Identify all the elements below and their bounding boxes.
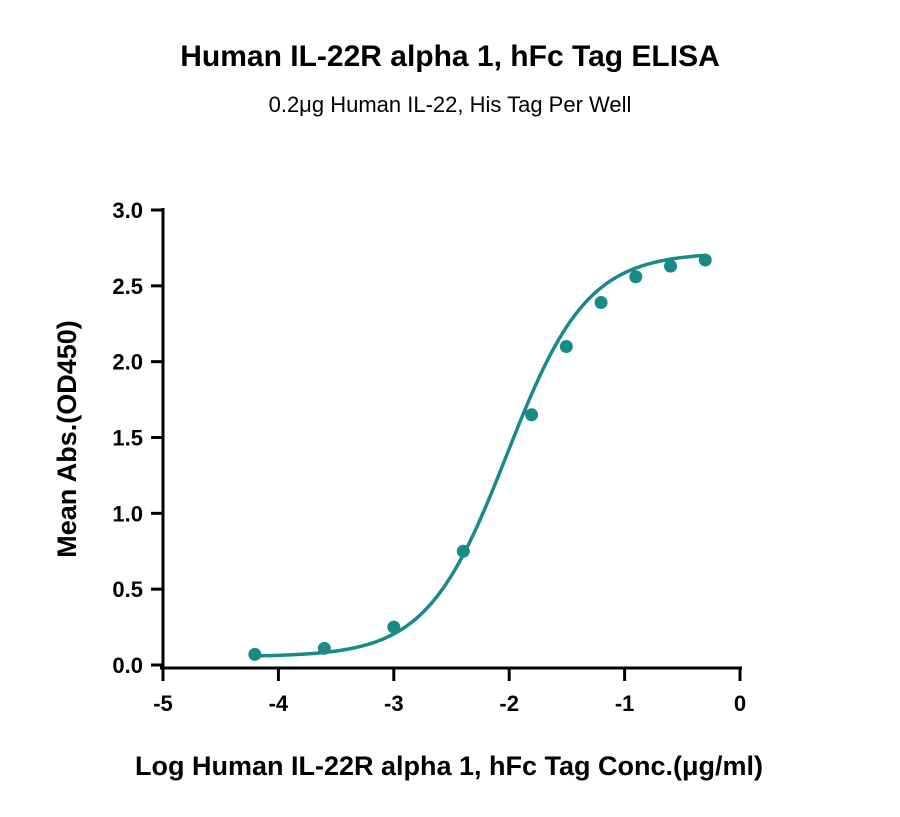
y-tick-label: 0.5 — [112, 577, 143, 602]
x-tick-label: -1 — [615, 691, 635, 716]
x-tick-label: 0 — [734, 691, 746, 716]
data-point — [317, 641, 331, 655]
chart-subtitle: 0.2μg Human IL-22, His Tag Per Well — [268, 92, 632, 117]
x-tick-label: -4 — [269, 691, 289, 716]
y-tick-label: 2.5 — [112, 274, 143, 299]
data-point — [698, 253, 712, 267]
data-point — [594, 296, 608, 310]
data-points-layer — [248, 253, 712, 661]
x-axis-label: Log Human IL-22R alpha 1, hFc Tag Conc.(… — [135, 751, 763, 781]
data-point — [456, 544, 470, 558]
data-point — [629, 270, 643, 284]
data-point — [387, 620, 401, 634]
data-point — [664, 259, 678, 273]
x-tick-label: -2 — [499, 691, 519, 716]
data-point — [248, 647, 262, 661]
fit-curve-layer — [254, 253, 706, 658]
y-tick-label: 1.0 — [112, 501, 143, 526]
y-tick-label: 2.0 — [112, 350, 143, 375]
fit-curve — [254, 253, 706, 658]
y-tick-label: 0.0 — [112, 653, 143, 678]
data-point — [525, 408, 539, 422]
y-tick-label: 1.5 — [112, 426, 143, 451]
chart-title: Human IL-22R alpha 1, hFc Tag ELISA — [180, 40, 720, 73]
y-axis-label: Mean Abs.(OD450) — [52, 320, 82, 558]
y-tick-label: 3.0 — [112, 198, 143, 223]
x-tick-label: -3 — [384, 691, 404, 716]
chart-axes: 0.0 0.5 1.0 1.5 2.0 2.5 3.0 -5 -4 -3 -2 -1 0 — [112, 198, 746, 716]
x-tick-label: -5 — [153, 691, 173, 716]
data-point — [559, 340, 573, 353]
